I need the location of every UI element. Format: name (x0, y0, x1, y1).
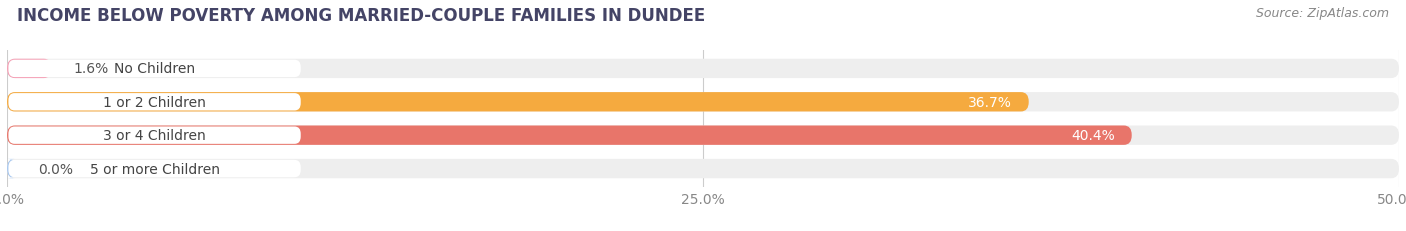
Text: 5 or more Children: 5 or more Children (90, 162, 219, 176)
FancyBboxPatch shape (7, 126, 1132, 145)
FancyBboxPatch shape (7, 93, 1029, 112)
FancyBboxPatch shape (8, 127, 301, 144)
FancyBboxPatch shape (7, 93, 1399, 112)
FancyBboxPatch shape (7, 159, 1399, 179)
Text: 36.7%: 36.7% (969, 95, 1012, 109)
Text: INCOME BELOW POVERTY AMONG MARRIED-COUPLE FAMILIES IN DUNDEE: INCOME BELOW POVERTY AMONG MARRIED-COUPL… (17, 7, 706, 25)
FancyBboxPatch shape (7, 59, 52, 79)
Text: No Children: No Children (114, 62, 195, 76)
Text: Source: ZipAtlas.com: Source: ZipAtlas.com (1256, 7, 1389, 20)
Text: 40.4%: 40.4% (1071, 129, 1115, 143)
Text: 1.6%: 1.6% (75, 62, 110, 76)
FancyBboxPatch shape (7, 159, 15, 179)
FancyBboxPatch shape (7, 126, 1399, 145)
FancyBboxPatch shape (7, 59, 1399, 79)
Text: 3 or 4 Children: 3 or 4 Children (103, 129, 205, 143)
FancyBboxPatch shape (8, 61, 301, 78)
Text: 1 or 2 Children: 1 or 2 Children (103, 95, 207, 109)
FancyBboxPatch shape (8, 94, 301, 111)
Text: 0.0%: 0.0% (38, 162, 73, 176)
FancyBboxPatch shape (8, 160, 301, 177)
